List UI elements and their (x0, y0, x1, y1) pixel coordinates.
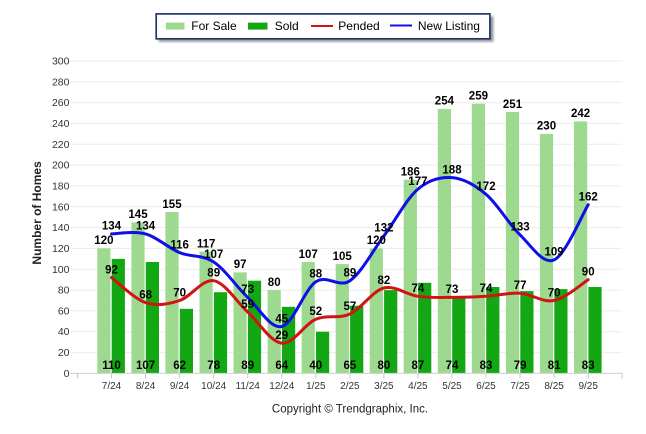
svg-text:74: 74 (480, 283, 493, 295)
svg-text:52: 52 (309, 306, 322, 318)
svg-text:68: 68 (139, 289, 152, 301)
svg-text:73: 73 (446, 284, 459, 296)
svg-text:89: 89 (241, 360, 254, 372)
svg-text:1/25: 1/25 (306, 381, 326, 392)
svg-text:7/25: 7/25 (510, 381, 530, 392)
svg-text:100: 100 (52, 264, 70, 276)
svg-text:6/25: 6/25 (476, 381, 496, 392)
svg-text:8/25: 8/25 (544, 381, 564, 392)
svg-text:Sold: Sold (275, 19, 299, 33)
svg-text:Number of Homes: Number of Homes (30, 161, 44, 265)
svg-text:254: 254 (435, 96, 455, 108)
svg-text:160: 160 (52, 201, 70, 213)
svg-text:107: 107 (204, 249, 223, 261)
svg-text:40: 40 (58, 326, 70, 338)
svg-text:230: 230 (537, 121, 556, 133)
svg-text:105: 105 (333, 251, 353, 263)
svg-text:77: 77 (514, 280, 527, 292)
svg-text:180: 180 (52, 181, 70, 193)
svg-text:62: 62 (173, 360, 186, 372)
svg-text:12/24: 12/24 (269, 381, 294, 392)
svg-text:Copyright © Trendgraphix, Inc.: Copyright © Trendgraphix, Inc. (272, 404, 428, 416)
svg-text:177: 177 (408, 176, 427, 188)
svg-text:110: 110 (102, 360, 121, 372)
svg-text:64: 64 (275, 360, 288, 372)
svg-text:280: 280 (52, 76, 70, 88)
svg-text:82: 82 (378, 275, 391, 287)
svg-text:120: 120 (367, 235, 386, 247)
svg-text:132: 132 (374, 223, 393, 235)
svg-text:89: 89 (207, 268, 220, 280)
svg-text:83: 83 (582, 360, 595, 372)
svg-text:140: 140 (52, 222, 70, 234)
svg-text:0: 0 (64, 368, 70, 380)
svg-text:78: 78 (207, 360, 220, 372)
svg-text:300: 300 (52, 56, 70, 68)
svg-text:92: 92 (105, 264, 118, 276)
svg-text:For Sale: For Sale (191, 19, 237, 33)
svg-text:80: 80 (268, 277, 281, 289)
svg-text:9/24: 9/24 (170, 381, 190, 392)
svg-text:120: 120 (52, 243, 70, 255)
svg-text:90: 90 (582, 267, 595, 279)
svg-text:59: 59 (241, 299, 254, 311)
svg-text:240: 240 (52, 118, 70, 130)
svg-text:80: 80 (58, 285, 70, 297)
svg-text:5/25: 5/25 (442, 381, 462, 392)
svg-text:83: 83 (480, 360, 493, 372)
svg-text:Pended: Pended (338, 19, 379, 33)
svg-text:7/24: 7/24 (102, 381, 122, 392)
svg-text:120: 120 (94, 235, 113, 247)
svg-text:70: 70 (173, 287, 186, 299)
svg-text:220: 220 (52, 139, 70, 151)
svg-text:65: 65 (344, 360, 357, 372)
svg-text:10/24: 10/24 (201, 381, 226, 392)
svg-text:145: 145 (128, 209, 148, 221)
svg-text:89: 89 (344, 268, 357, 280)
svg-text:45: 45 (275, 313, 288, 325)
svg-text:74: 74 (412, 283, 425, 295)
svg-text:57: 57 (344, 301, 357, 313)
svg-text:2/25: 2/25 (340, 381, 360, 392)
svg-text:251: 251 (503, 99, 523, 111)
svg-text:80: 80 (378, 360, 391, 372)
svg-text:188: 188 (442, 164, 462, 176)
svg-text:4/25: 4/25 (408, 381, 428, 392)
svg-text:172: 172 (476, 181, 495, 193)
svg-text:107: 107 (136, 360, 155, 372)
svg-text:81: 81 (548, 360, 561, 372)
svg-text:8/24: 8/24 (136, 381, 156, 392)
svg-text:162: 162 (579, 192, 598, 204)
svg-text:117: 117 (197, 238, 216, 250)
svg-text:3/25: 3/25 (374, 381, 394, 392)
svg-text:116: 116 (170, 239, 189, 251)
svg-text:74: 74 (446, 360, 459, 372)
svg-text:200: 200 (52, 160, 70, 172)
svg-text:109: 109 (545, 247, 564, 259)
svg-text:259: 259 (469, 91, 488, 103)
svg-text:107: 107 (299, 249, 318, 261)
svg-text:73: 73 (241, 284, 254, 296)
svg-text:134: 134 (136, 221, 156, 233)
svg-text:60: 60 (58, 305, 70, 317)
svg-text:133: 133 (511, 222, 530, 234)
svg-text:242: 242 (571, 108, 590, 120)
svg-text:29: 29 (275, 330, 288, 342)
svg-text:New Listing: New Listing (418, 19, 480, 33)
svg-text:87: 87 (412, 360, 425, 372)
svg-text:88: 88 (309, 269, 322, 281)
svg-text:155: 155 (162, 199, 182, 211)
svg-text:186: 186 (401, 167, 420, 179)
svg-text:20: 20 (58, 347, 70, 359)
svg-text:9/25: 9/25 (578, 381, 598, 392)
svg-text:40: 40 (309, 360, 322, 372)
svg-text:97: 97 (234, 259, 247, 271)
svg-text:79: 79 (514, 360, 527, 372)
svg-text:70: 70 (548, 287, 561, 299)
svg-text:11/24: 11/24 (236, 381, 261, 392)
svg-text:260: 260 (52, 97, 70, 109)
svg-text:134: 134 (102, 221, 122, 233)
